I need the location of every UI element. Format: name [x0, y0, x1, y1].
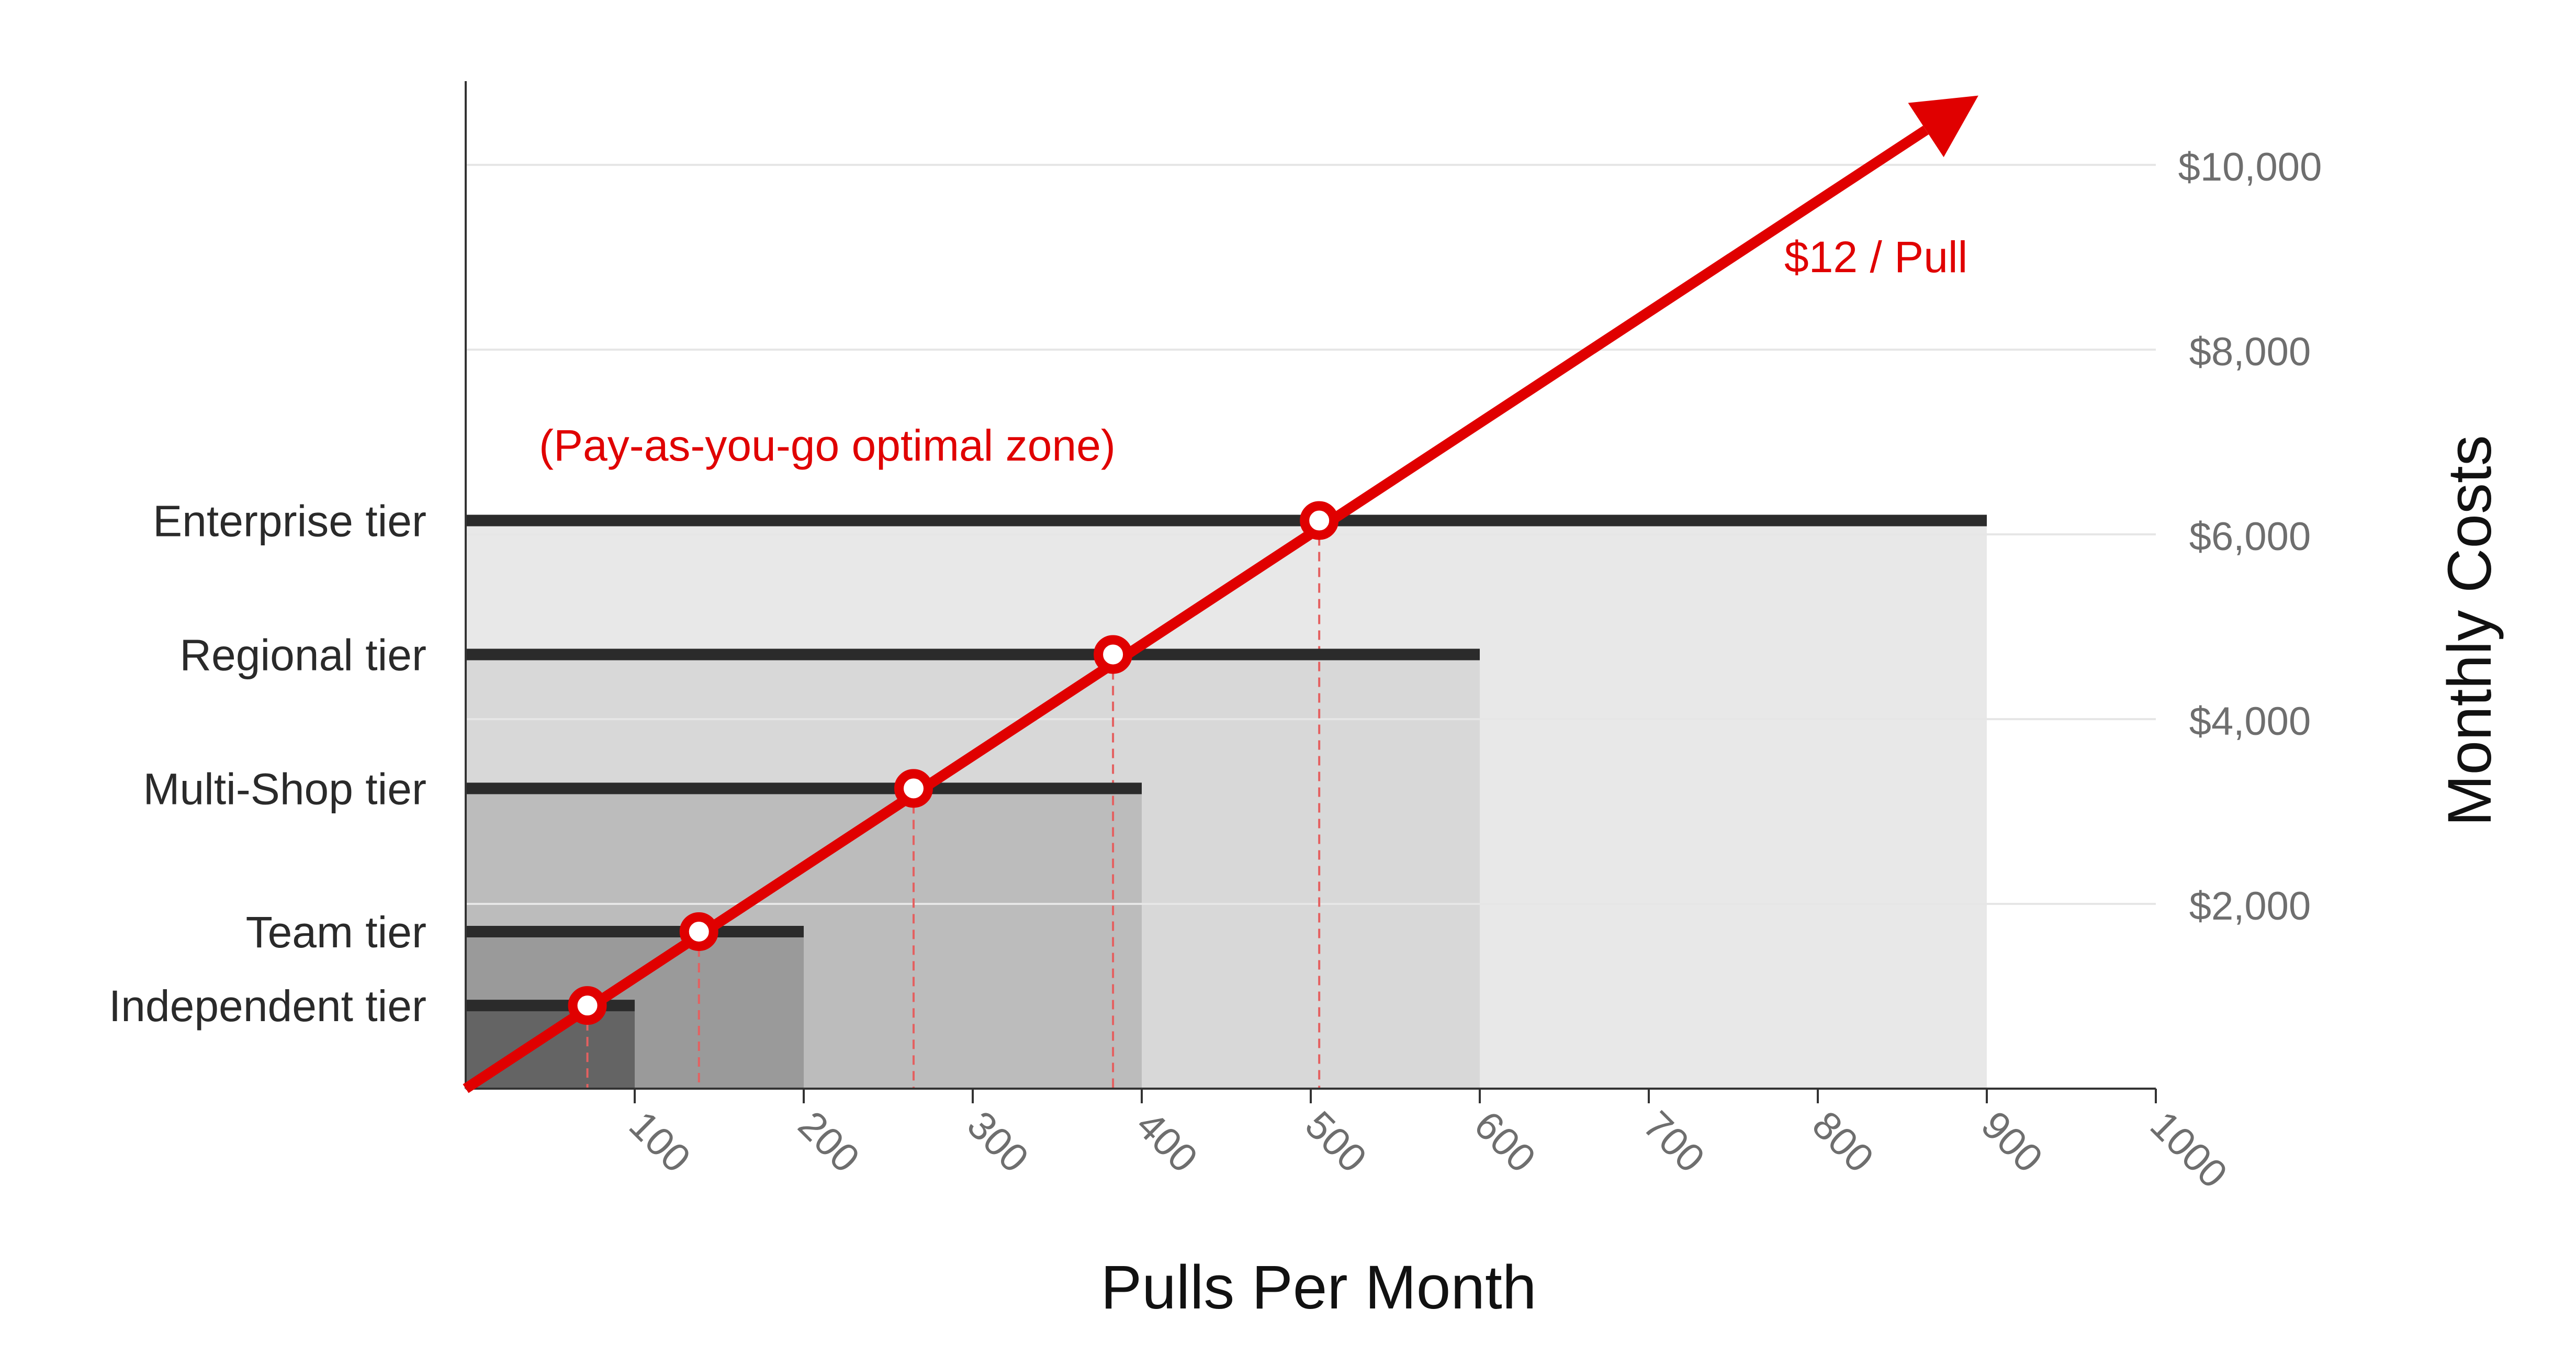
price-line-arrowhead	[1908, 95, 1978, 158]
x-tick-label: 800	[1804, 1103, 1882, 1181]
y-tick-label: $6,000	[2189, 514, 2311, 559]
price-line-label: $12 / Pull	[1784, 232, 1967, 282]
tier-fill-layer	[466, 520, 1987, 1089]
axis-layer	[465, 81, 2157, 1103]
x-tick-label: 400	[1128, 1103, 1206, 1181]
y-tick-label: $10,000	[2178, 145, 2322, 189]
tier-label: Regional tier	[179, 630, 426, 679]
y-axis-title: Monthly Costs	[2435, 435, 2504, 826]
tier-label: Team tier	[246, 908, 426, 957]
break-even-guide-layer	[586, 520, 1321, 1089]
x-tick-label: 700	[1635, 1103, 1713, 1181]
y-tick-label: $4,000	[2189, 699, 2311, 744]
break-even-point	[568, 986, 607, 1025]
break-even-point	[679, 912, 718, 951]
break-even-point-layer	[568, 501, 1339, 1025]
x-tick-label: 100	[621, 1103, 699, 1181]
zone-label: (Pay-as-you-go optimal zone)	[539, 421, 1116, 470]
x-tick-label: 1000	[2142, 1103, 2236, 1197]
break-even-point	[894, 769, 933, 808]
x-tick-label: 300	[959, 1103, 1037, 1181]
break-even-point	[1300, 501, 1339, 540]
tier-label: Enterprise tier	[153, 497, 426, 546]
tier-bar-layer	[466, 514, 1987, 1012]
x-tick-label: 900	[1973, 1103, 2051, 1181]
tier-label: Independent tier	[109, 981, 426, 1031]
break-even-point	[1094, 635, 1133, 674]
x-tick-label: 200	[790, 1103, 868, 1181]
x-tick-label: 500	[1297, 1103, 1375, 1181]
y-tick-label: $8,000	[2189, 330, 2311, 374]
x-axis-title: Pulls Per Month	[1101, 1253, 1537, 1322]
tier-label: Multi-Shop tier	[143, 764, 426, 813]
y-tick-label: $2,000	[2189, 884, 2311, 928]
x-tick-label: 600	[1466, 1103, 1544, 1181]
